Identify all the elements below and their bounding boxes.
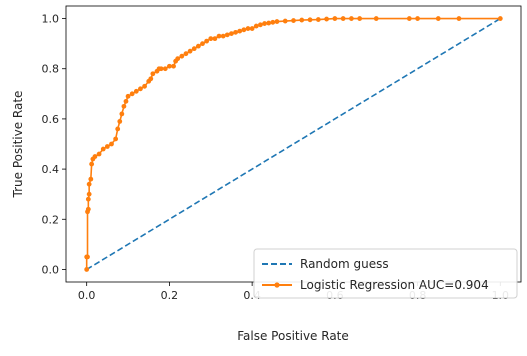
roc-point-marker [148,76,154,82]
roc-point-marker [299,17,305,23]
roc-point-marker [183,51,189,57]
series-layer [84,16,503,272]
roc-point-marker [258,22,263,28]
legend-box [253,248,518,299]
roc-point-marker [84,267,90,272]
roc-point-marker [237,28,243,34]
roc-point-marker [200,41,205,47]
roc-point-marker [282,18,288,24]
roc-point-marker [117,119,123,124]
roc-point-marker [456,16,462,21]
y-tick-label: 0.8 [42,63,60,76]
roc-point-marker [85,254,90,260]
roc-point-marker [150,71,156,77]
y-tick-label: 1.0 [42,13,60,26]
roc-point-marker [175,56,181,62]
roc-point-marker [121,103,127,109]
roc-point-marker [249,26,255,31]
roc-point-marker [179,53,185,59]
roc-point-marker [133,88,139,94]
roc-point-marker [85,196,91,202]
roc-point-marker [435,16,441,21]
roc-point-marker [191,46,197,52]
x-tick-label: 0.2 [161,289,179,302]
roc-point-marker [86,191,92,197]
roc-point-marker [204,38,210,44]
roc-point-marker [224,32,230,38]
roc-point-marker [119,111,125,117]
roc-point-marker [220,33,226,39]
roc-point-marker [216,33,222,39]
roc-point-marker [373,16,379,21]
roc-point-marker [162,66,168,72]
roc-point-marker [274,19,280,24]
roc-point-marker [100,146,106,152]
roc-point-marker [497,16,503,21]
roc-point-marker [241,27,247,33]
roc-point-marker [89,161,95,167]
roc-point-marker [92,154,98,159]
roc-point-marker [88,176,94,182]
roc-point-marker [212,36,218,42]
roc-point-marker [332,16,338,21]
roc-point-marker [109,141,114,147]
roc-point-marker [229,31,234,36]
roc-point-marker [129,91,135,97]
roc-point-marker [307,17,313,23]
x-tick-label: 0.0 [78,289,96,302]
roc-point-marker [187,48,193,54]
legend-logreg-marker [274,282,280,288]
legend: Random guess Logistic Regression AUC=0.9… [253,248,518,299]
roc-point-marker [291,18,296,23]
roc-point-marker [158,66,164,72]
roc-point-marker [324,16,329,22]
y-tick-label: 0.6 [42,113,60,126]
roc-point-marker [245,26,251,31]
roc-point-marker [85,206,91,212]
roc-point-marker [233,29,238,35]
roc-point-marker [195,43,201,49]
roc-point-marker [142,83,147,89]
roc-point-marker [266,20,272,26]
roc-point-marker [115,126,121,132]
roc-point-marker [262,21,267,26]
roc-point-marker [86,181,92,187]
roc-point-marker [208,36,214,42]
roc-point-marker [340,16,346,21]
roc-point-marker [167,63,172,69]
roc-point-marker [270,19,276,25]
y-tick-label: 0.2 [42,213,60,226]
y-tick-label: 0.4 [42,163,60,176]
roc-point-marker [406,16,412,21]
roc-point-marker [138,86,143,92]
roc-point-marker [253,23,259,29]
roc-point-marker [96,151,102,157]
x-axis-label: False Positive Rate [237,329,349,343]
roc-point-marker [104,144,110,149]
roc-point-marker [123,98,129,104]
roc-point-marker [113,136,119,142]
y-axis-label: True Positive Rate [11,91,25,199]
legend-random-guess-label: Random guess [300,257,389,271]
y-tick-label: 0.0 [42,263,60,276]
roc-point-marker [125,93,131,99]
roc-point-marker [315,17,321,22]
roc-point-marker [415,16,420,21]
roc-point-marker [171,63,176,69]
roc-point-marker [349,16,354,21]
roc-point-marker [357,16,363,21]
legend-logreg-label: Logistic Regression AUC=0.904 [300,278,489,292]
